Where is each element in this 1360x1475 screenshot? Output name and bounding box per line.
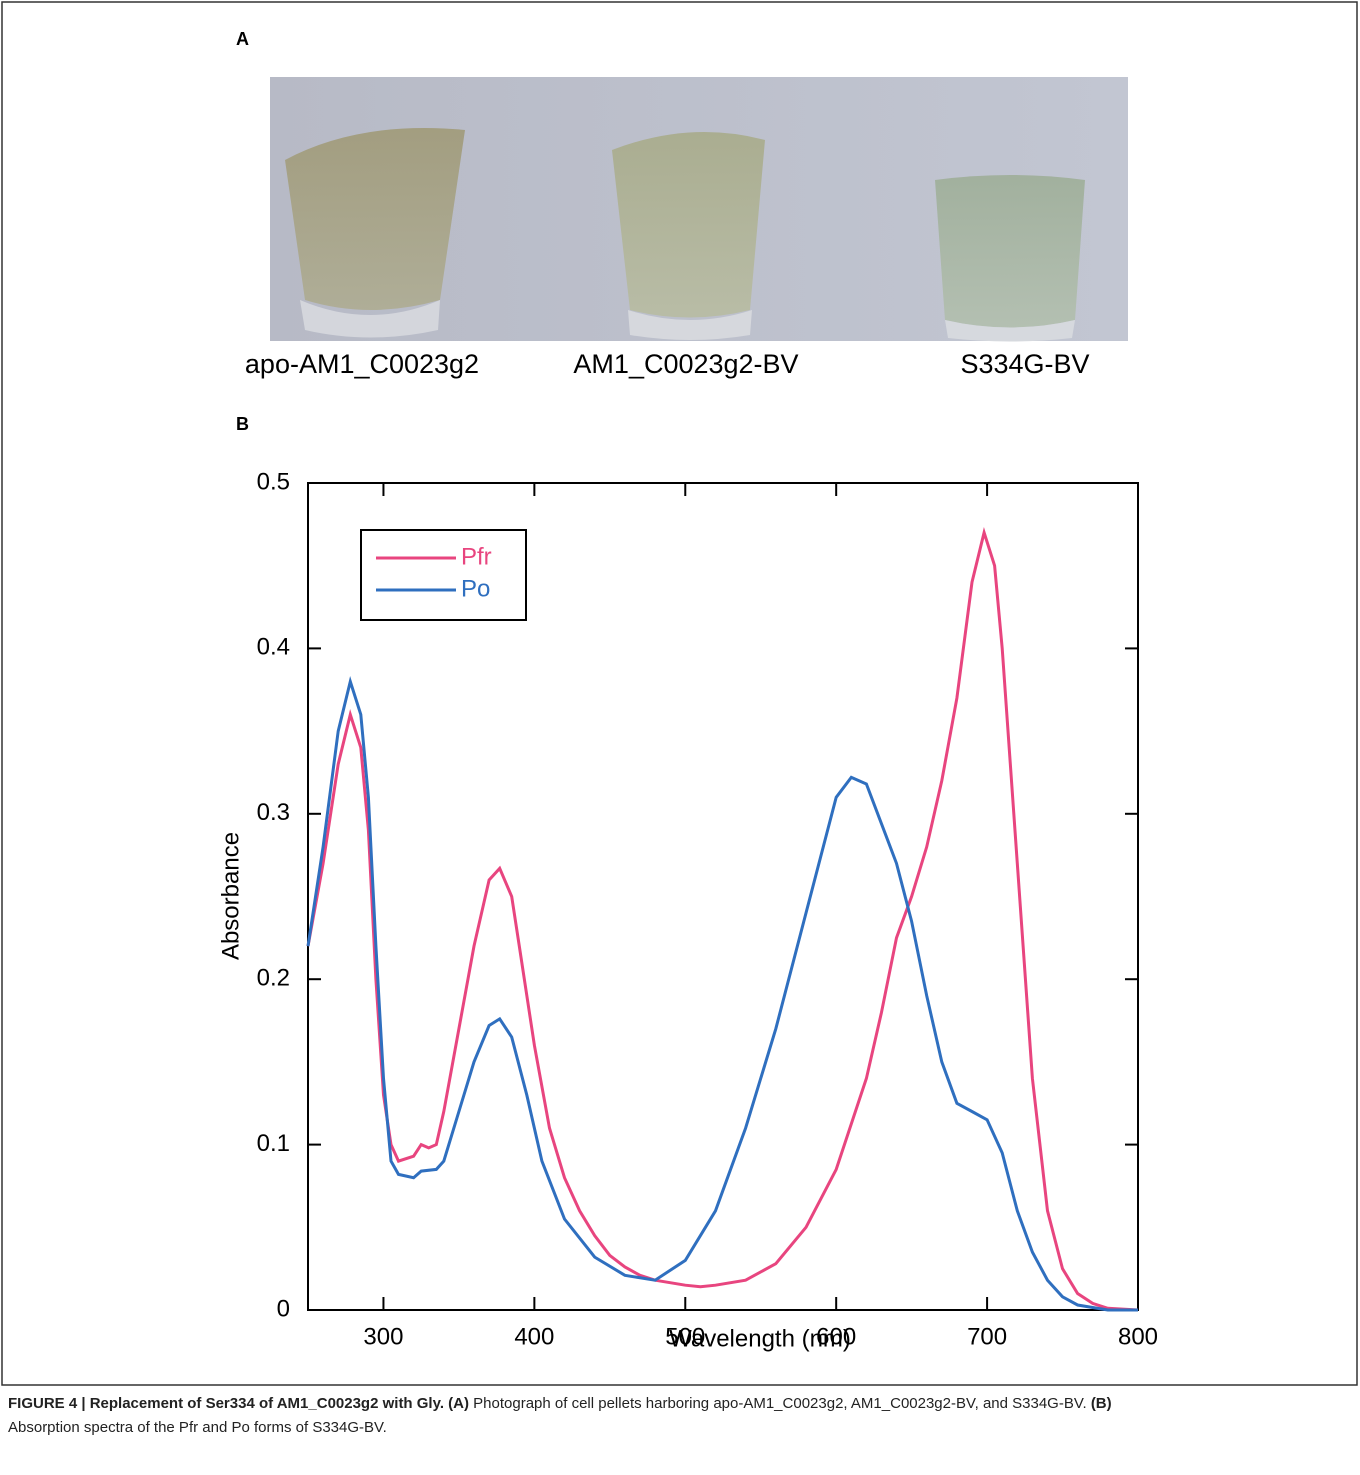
caption-text: Absorption spectra of the Pfr and Po for… <box>8 1419 387 1436</box>
plot-frame <box>307 482 1139 1311</box>
y-tick-label: 0.3 <box>257 799 290 826</box>
sample-label: AM1_C0023g2-BV <box>573 349 798 379</box>
sample-label: S334G-BV <box>960 349 1089 379</box>
x-tick-label: 600 <box>816 1323 856 1350</box>
data-line <box>306 527 1139 1312</box>
legend-label: Pfr <box>461 543 492 570</box>
panel-label: A <box>236 29 249 49</box>
caption-text: (A) <box>448 1395 469 1412</box>
y-tick-label: 0.4 <box>257 634 290 661</box>
caption-text: Photograph of cell pellets harboring apo… <box>469 1395 1091 1412</box>
caption: FIGURE 4 | Replacement of Ser334 of AM1_… <box>8 1392 1158 1440</box>
x-tick-label: 500 <box>665 1323 705 1350</box>
sample-label: apo-AM1_C0023g2 <box>245 349 479 379</box>
frame <box>1 1 1358 1386</box>
y-tick-label: 0.2 <box>257 965 290 992</box>
y-tick-label: 0.5 <box>257 468 290 495</box>
caption-text: (B) <box>1090 1395 1112 1412</box>
x-axis-label: Wavelength (nm) <box>669 1325 851 1352</box>
figure: A apo-AM1_C0023g2 AM1_C0023g2-BV S334G-B… <box>1 1 1358 1386</box>
panel-label: B <box>236 414 249 434</box>
caption-text: FIGURE 4 | Replacement of Ser334 of AM1_… <box>8 1395 449 1412</box>
legend-label: Po <box>461 575 490 602</box>
x-tick-label: 700 <box>967 1323 1007 1350</box>
legend-box <box>360 529 527 621</box>
y-axis-label: Absorbance <box>217 832 244 960</box>
y-tick-label: 0 <box>277 1295 290 1322</box>
x-tick-label: 300 <box>363 1323 403 1350</box>
x-tick-label: 800 <box>1118 1323 1158 1350</box>
data-line <box>306 675 1138 1312</box>
y-tick-label: 0.1 <box>257 1130 290 1157</box>
x-tick-label: 400 <box>514 1323 554 1350</box>
photo <box>270 77 1128 342</box>
